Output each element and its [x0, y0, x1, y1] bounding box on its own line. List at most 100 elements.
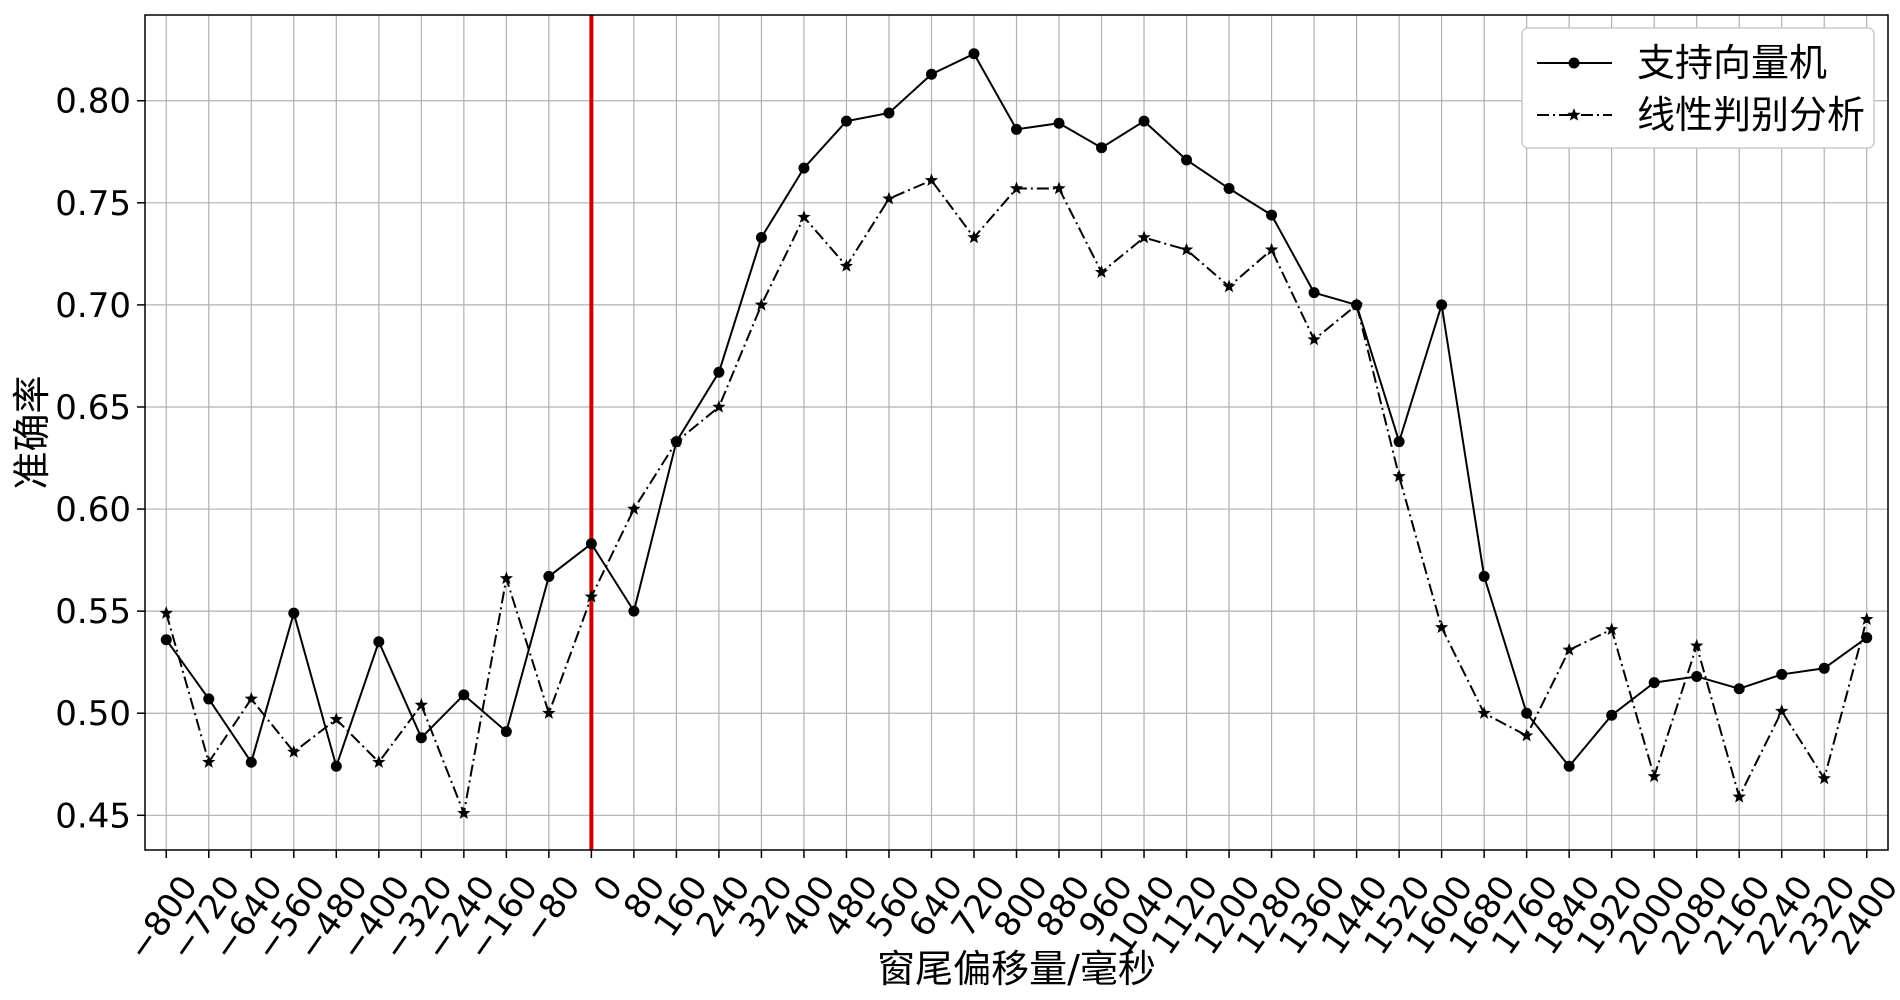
- data-point: [245, 756, 257, 768]
- data-point: [500, 726, 512, 738]
- data-point: [1478, 570, 1490, 582]
- data-point: [839, 259, 854, 272]
- legend-item: 线性判别分析: [1537, 93, 1865, 137]
- y-tick-label: 0.55: [55, 592, 131, 632]
- data-point: [1266, 209, 1278, 221]
- data-point: [543, 570, 555, 582]
- data-point: [1264, 242, 1279, 256]
- data-point: [968, 48, 980, 60]
- data-point: [372, 755, 386, 768]
- legend-label: 线性判别分析: [1637, 93, 1865, 137]
- data-point: [840, 115, 852, 127]
- data-point: [373, 636, 385, 648]
- data-point: [1605, 622, 1619, 636]
- data-point: [414, 698, 428, 711]
- data-point: [713, 366, 725, 378]
- data-point: [1606, 709, 1618, 721]
- data-point: [1393, 436, 1405, 448]
- data-point: [1732, 789, 1746, 803]
- data-point: [1563, 760, 1575, 772]
- data-point: [1562, 642, 1576, 656]
- data-point: [1519, 728, 1534, 742]
- data-point: [288, 607, 300, 619]
- data-point: [1776, 668, 1788, 680]
- data-point: [925, 68, 937, 80]
- data-point: [1179, 242, 1194, 256]
- data-point: [458, 689, 470, 701]
- data-point: [1349, 297, 1364, 311]
- data-point: [244, 691, 258, 705]
- legend-box: [1521, 27, 1875, 149]
- y-tick-label: 0.75: [55, 184, 131, 224]
- y-tick-label: 0.50: [55, 694, 131, 734]
- data-point: [967, 230, 981, 244]
- data-point: [1137, 230, 1151, 244]
- legend-label: 支持向量机: [1637, 41, 1827, 85]
- data-point: [1181, 154, 1193, 166]
- data-point: [669, 434, 684, 448]
- x-tick-labels: −800−720−640−560−480−400−320−240−160−800…: [120, 850, 1900, 968]
- data-point: [415, 732, 427, 744]
- data-point: [1477, 706, 1491, 719]
- data-point: [1568, 57, 1580, 69]
- data-point: [1138, 115, 1150, 127]
- data-point: [798, 162, 810, 174]
- data-point: [1860, 612, 1874, 625]
- data-point: [330, 760, 342, 772]
- data-point: [1733, 683, 1745, 695]
- data-point: [542, 706, 556, 719]
- data-point: [159, 606, 173, 619]
- data-point: [1094, 265, 1109, 278]
- data-point: [203, 693, 215, 705]
- data-point: [160, 634, 172, 646]
- data-point: [457, 806, 471, 819]
- data-point: [1691, 670, 1703, 682]
- data-point: [882, 191, 896, 205]
- data-point: [329, 712, 343, 725]
- data-point: [1648, 677, 1660, 689]
- data-point: [628, 605, 640, 617]
- data-point: [287, 745, 301, 758]
- data-point: [1223, 183, 1235, 195]
- data-point: [1521, 707, 1533, 719]
- data-point: [797, 210, 811, 223]
- data-point: [499, 571, 514, 585]
- data-point: [1009, 181, 1024, 195]
- data-point: [1817, 771, 1831, 785]
- data-point: [1434, 620, 1449, 634]
- data-point: [1222, 279, 1236, 293]
- data-point: [584, 589, 599, 603]
- data-point: [1308, 287, 1320, 299]
- x-axis-label: 窗尾偏移量/毫秒: [877, 947, 1156, 991]
- y-tick-label: 0.65: [55, 388, 131, 428]
- data-point: [924, 173, 939, 187]
- data-point: [1392, 469, 1406, 483]
- data-point: [755, 232, 767, 244]
- data-point: [754, 297, 769, 311]
- data-point: [1690, 638, 1704, 652]
- y-tick-labels: 0.45 0.50 0.55 0.60 0.65 0.70 0.75 0.80: [55, 82, 145, 836]
- data-point: [1436, 299, 1448, 311]
- y-tick-label: 0.70: [55, 286, 131, 326]
- data-point: [1647, 769, 1661, 783]
- data-point: [1096, 142, 1108, 154]
- data-point: [1011, 123, 1022, 135]
- data-point: [1052, 181, 1066, 195]
- series-group: [159, 48, 1874, 819]
- data-point: [883, 107, 895, 119]
- data-point: [1053, 117, 1065, 129]
- series-2: [159, 173, 1874, 819]
- y-tick-label: 0.45: [55, 796, 131, 836]
- data-point: [585, 538, 597, 550]
- data-point: [627, 502, 641, 515]
- data-point: [1567, 108, 1581, 121]
- data-point: [1861, 632, 1873, 644]
- y-tick-label: 0.80: [55, 82, 131, 122]
- data-point: [202, 755, 216, 768]
- legend-item: 支持向量机: [1537, 41, 1827, 85]
- data-point: [1818, 662, 1830, 674]
- data-point: [712, 399, 726, 413]
